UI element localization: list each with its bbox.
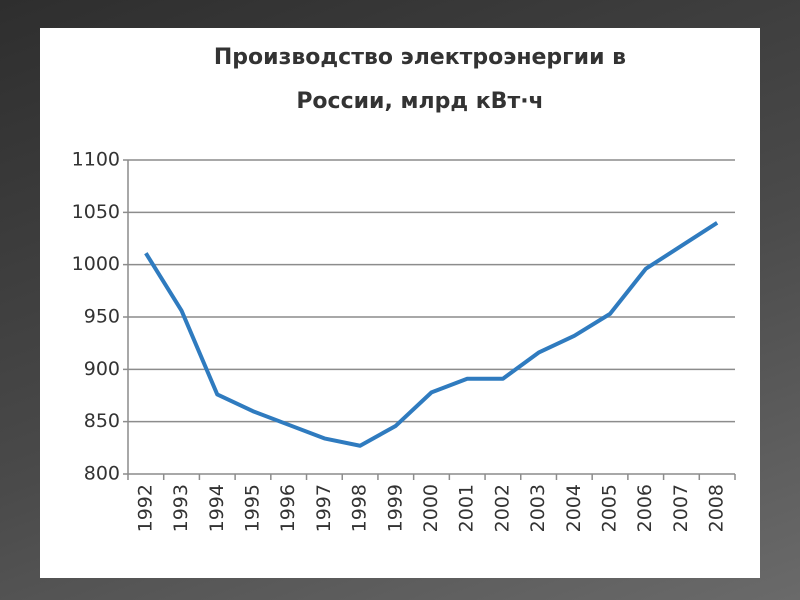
x-tick-label: 1999 [384, 484, 406, 532]
y-tick-label: 850 [84, 410, 120, 432]
y-tick-label: 1050 [72, 201, 120, 223]
x-tick-label: 2000 [420, 484, 442, 532]
x-tick-label: 1996 [277, 484, 299, 532]
x-tick-label: 1992 [134, 484, 156, 532]
y-tick-label: 1100 [72, 149, 120, 171]
series-line [144, 221, 719, 448]
chart-panel [40, 28, 760, 578]
x-tick-label: 2008 [706, 484, 728, 532]
x-tick-label: 2006 [634, 484, 656, 532]
x-tick-label: 1995 [241, 484, 263, 532]
x-tick-label: 2001 [456, 484, 478, 532]
x-tick-label: 1994 [206, 484, 228, 532]
y-tick-label: 1000 [72, 253, 120, 275]
x-tick-label: 1997 [313, 484, 335, 532]
y-tick-label: 800 [84, 463, 120, 485]
x-tick-label: 2002 [491, 484, 513, 532]
x-tick-label: 2007 [670, 484, 692, 532]
y-tick-label: 900 [84, 358, 120, 380]
x-tick-label: 1998 [349, 484, 371, 532]
y-tick-label: 950 [84, 306, 120, 328]
x-tick-label: 2005 [599, 484, 621, 532]
chart-title: Производство электроэнергии в России, мл… [213, 45, 627, 114]
x-tick-label: 1993 [170, 484, 192, 532]
x-tick-label: 2004 [563, 484, 585, 532]
x-tick-label: 2003 [527, 484, 549, 532]
